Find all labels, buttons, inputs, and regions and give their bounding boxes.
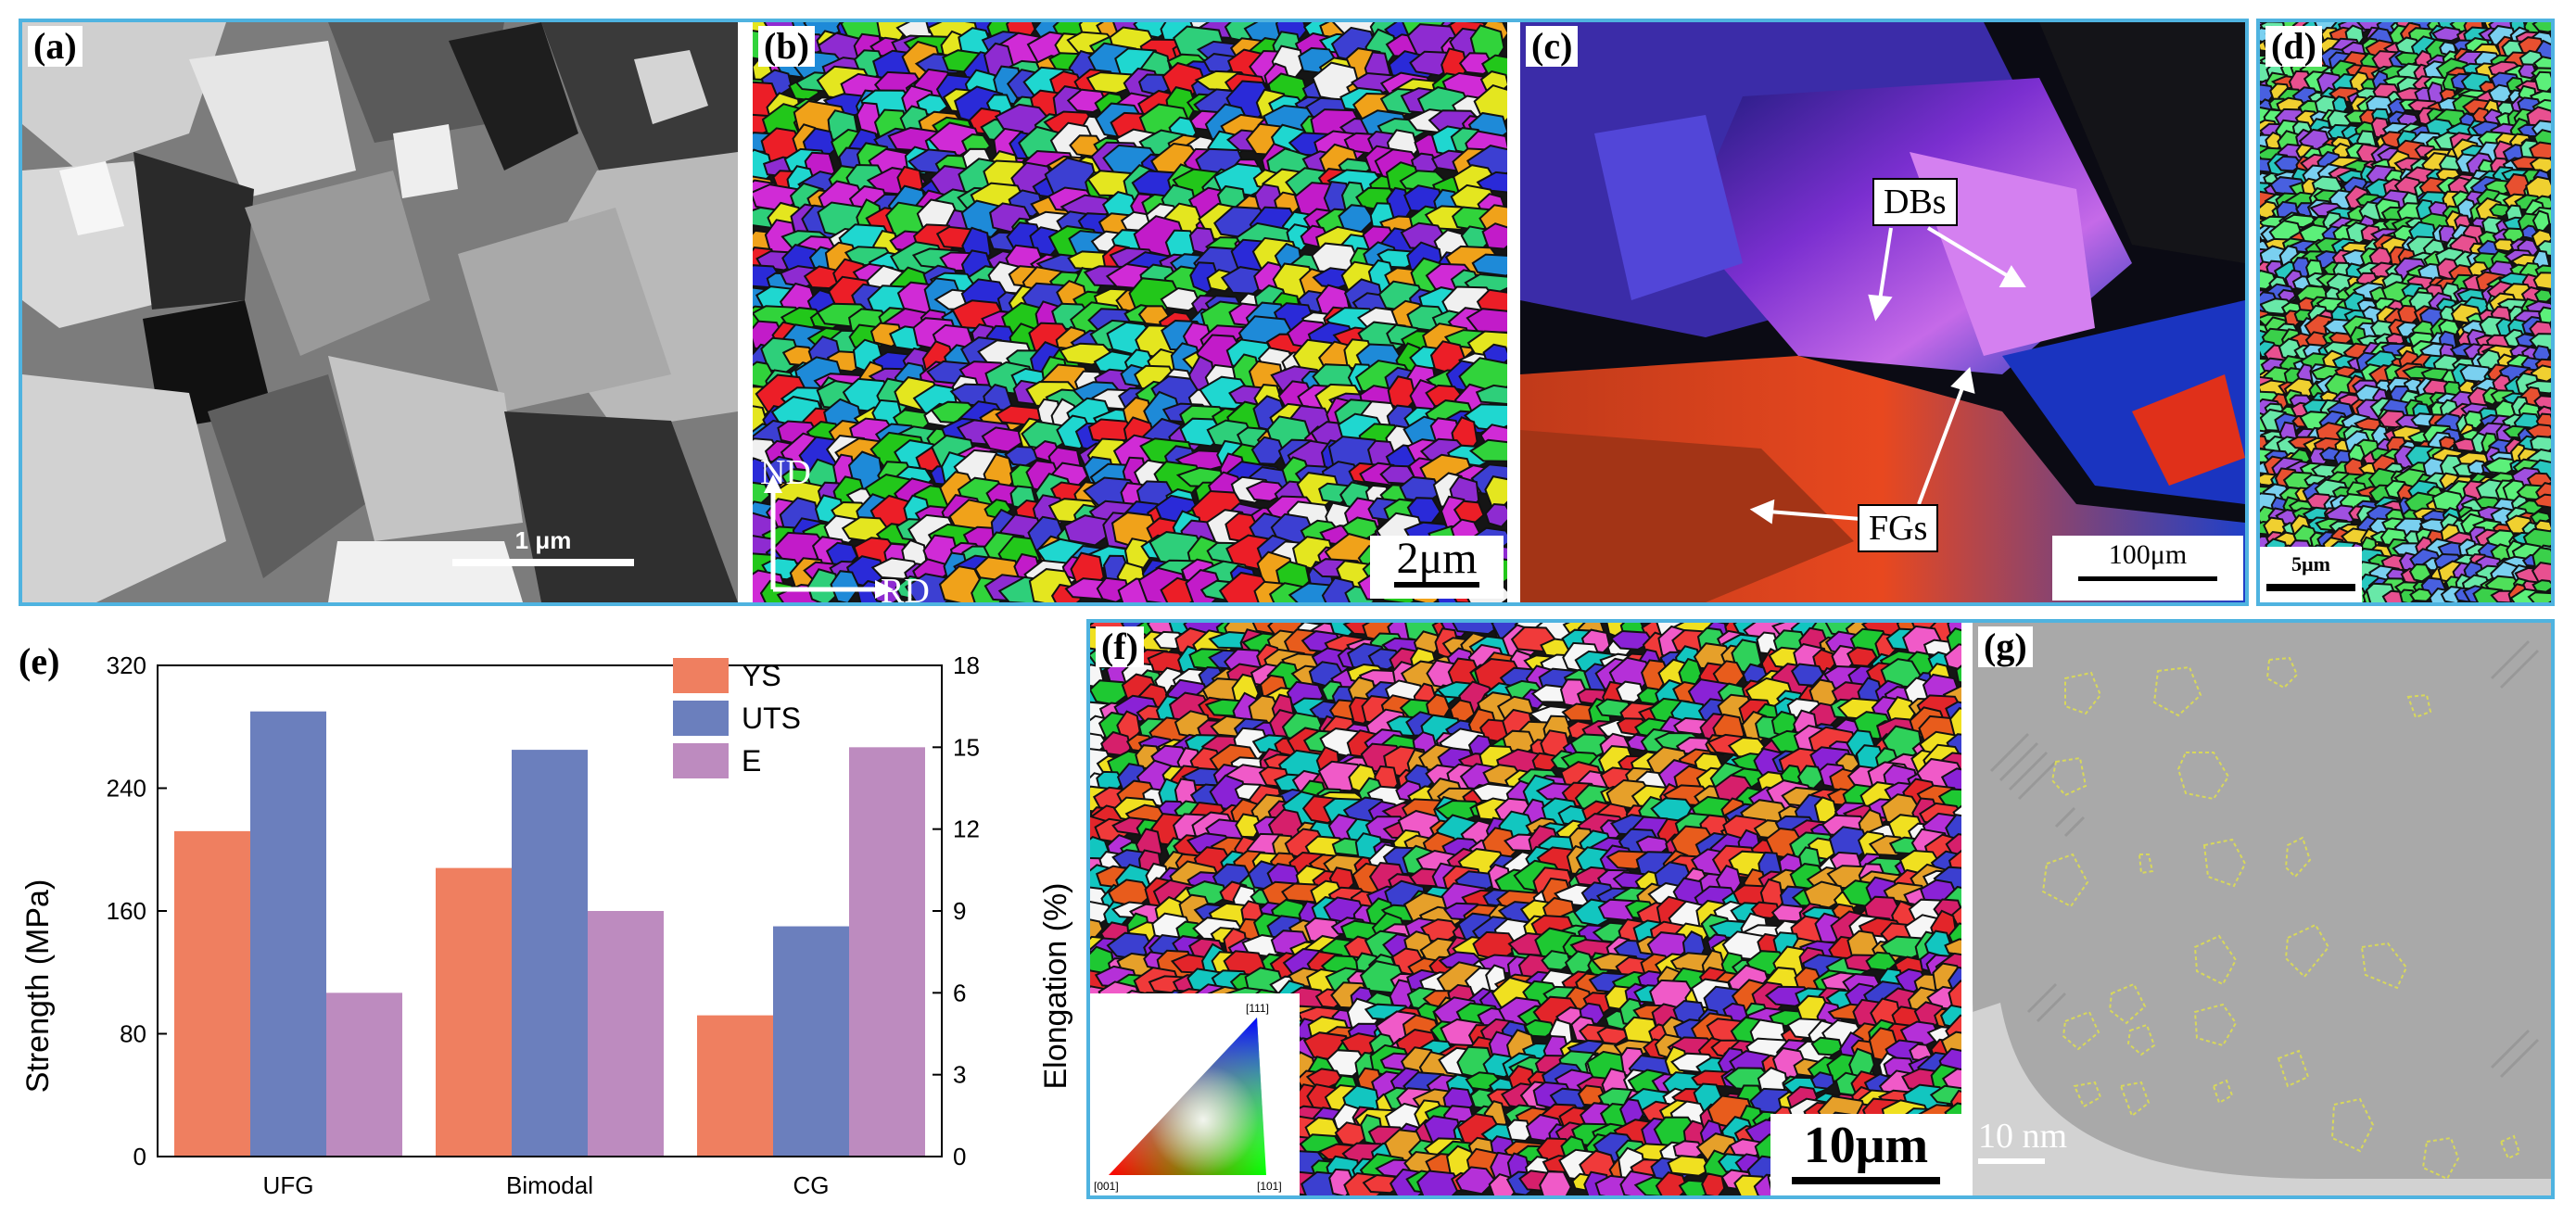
legend-swatch-uts — [673, 701, 729, 736]
panel-b-label: (b) — [758, 26, 815, 67]
panel-f-label: (f) — [1096, 626, 1144, 667]
panel-c-scalebar: 100μm — [2052, 536, 2243, 601]
y-tick-label: 0 — [133, 1143, 146, 1170]
ipf-label-001: [001] — [1094, 1180, 1119, 1193]
bar-e-ufg — [326, 993, 402, 1157]
y-axis-label-right: Elongation (%) — [1038, 882, 1073, 1089]
bar-ys-bimodal — [436, 867, 512, 1157]
panel-c-label: (c) — [1526, 26, 1579, 67]
panel-f-scalebar: 10μm — [1770, 1114, 1961, 1195]
bar-uts-ufg — [250, 711, 326, 1157]
callout-fgs: FGs — [1858, 504, 1939, 552]
chart-ticks-right: 0 3 6 9 12 15 18 — [933, 651, 980, 1170]
bar-ys-cg — [697, 1015, 773, 1157]
panel-b-texture — [753, 22, 1507, 602]
bar-uts-bimodal — [512, 750, 588, 1157]
panel-a-texture — [22, 22, 738, 602]
panel-b-scale-line — [1394, 582, 1479, 588]
callout-dbs: DBs — [1872, 178, 1958, 226]
panel-c-texture — [1520, 22, 2245, 602]
bar-e-bimodal — [588, 911, 664, 1157]
chart-legend: YS UTS E — [673, 658, 801, 778]
panel-a-label: (a) — [28, 26, 82, 67]
ipf-label-101: [101] — [1257, 1180, 1282, 1193]
panel-g-hrtem: (g) 10 nm — [1973, 623, 2551, 1195]
y-right-tick-label: 18 — [953, 651, 980, 679]
panel-e-chart: 0 80 160 240 320 0 3 6 9 12 15 18 UFG Bimodal CG YS U… — [0, 615, 1085, 1214]
y-right-tick-label: 15 — [953, 733, 980, 761]
y-tick-label: 160 — [107, 897, 146, 925]
y-tick-label: 240 — [107, 775, 146, 803]
panel-b-scalebar: 2μm — [1370, 536, 1504, 599]
legend-label-ys: YS — [742, 659, 781, 692]
bar-ys-ufg — [174, 830, 250, 1157]
y-right-tick-label: 3 — [953, 1061, 966, 1089]
panel-a-scalebar: 1 μm — [452, 526, 634, 566]
ipf-label-111: [111] — [1246, 1002, 1269, 1015]
category-label: CG — [793, 1171, 830, 1199]
panel-e-label: (e) — [13, 641, 66, 682]
panel-g-label: (g) — [1978, 626, 2033, 667]
y-right-tick-label: 6 — [953, 979, 966, 1006]
category-label: UFG — [263, 1171, 314, 1199]
panel-b-ebsd-map: (b) ND RD 2μm — [753, 22, 1507, 602]
panel-d-frame — [2256, 19, 2555, 606]
panel-g-scale-text: 10 nm — [1978, 1117, 2068, 1156]
y-right-tick-label: 9 — [953, 897, 966, 925]
legend-label-e: E — [742, 744, 761, 778]
panel-a-tem-image: (a) 1 μm — [22, 22, 738, 602]
y-axis-label-left: Strength (MPa) — [20, 879, 56, 1094]
bar-uts-cg — [773, 926, 849, 1157]
legend-swatch-ys — [673, 658, 729, 693]
y-tick-label: 320 — [107, 651, 146, 679]
panel-d-label: (d) — [2265, 26, 2322, 67]
panel-c-ipf-map: (c) DBs FGs 100μm — [1520, 22, 2245, 602]
panel-f-scale-line — [1792, 1177, 1940, 1184]
legend-swatch-e — [673, 743, 729, 778]
y-right-tick-label: 0 — [953, 1143, 966, 1170]
strength-elongation-chart: 0 80 160 240 320 0 3 6 9 12 15 18 UFG Bimodal CG YS U… — [20, 651, 1073, 1199]
ipf-color-key: [111] [001] [101] — [1090, 993, 1300, 1195]
axis-nd-label: ND — [760, 453, 811, 492]
panel-g-texture — [1973, 623, 2551, 1195]
panel-d-scale-text: 5μm — [2291, 552, 2330, 575]
panel-g-scalebar: 10 nm — [1978, 1118, 2099, 1164]
bottom-panel-frame — [1086, 619, 2555, 1199]
panel-f-ebsd-map: (f) [111] [001] [10 — [1090, 623, 1961, 1195]
chart-categories: UFG Bimodal CG — [263, 1171, 830, 1199]
y-tick-label: 80 — [120, 1020, 146, 1048]
y-right-tick-label: 12 — [953, 816, 980, 843]
panel-d-scale-line — [2266, 584, 2355, 591]
panel-d-ebsd-map: (d) 5μm — [2260, 22, 2551, 602]
panel-a-scale-text: 1 μm — [514, 526, 572, 554]
panel-b-scale-text: 2μm — [1396, 534, 1478, 583]
panel-g-scale-line — [1978, 1158, 2045, 1164]
top-panel-frame — [19, 19, 2249, 606]
ipf-triangle: [111] [001] [101] — [1094, 1002, 1282, 1193]
panel-b-axes: ND RD — [760, 453, 930, 602]
category-label: Bimodal — [506, 1171, 593, 1199]
bar-e-cg — [849, 747, 925, 1157]
panel-c-scale-line — [2078, 576, 2217, 581]
panel-f-scale-text: 10μm — [1803, 1117, 1929, 1174]
chart-bars — [174, 711, 925, 1157]
panel-c-scale-text: 100μm — [2108, 539, 2188, 570]
legend-label-uts: UTS — [742, 702, 801, 735]
panel-d-scalebar: 5μm — [2260, 547, 2362, 602]
panel-a-scale-line — [452, 559, 634, 566]
axis-rd-label: RD — [881, 572, 930, 602]
chart-ticks-left: 0 80 160 240 320 — [107, 651, 167, 1170]
panel-d-texture — [2260, 22, 2551, 602]
